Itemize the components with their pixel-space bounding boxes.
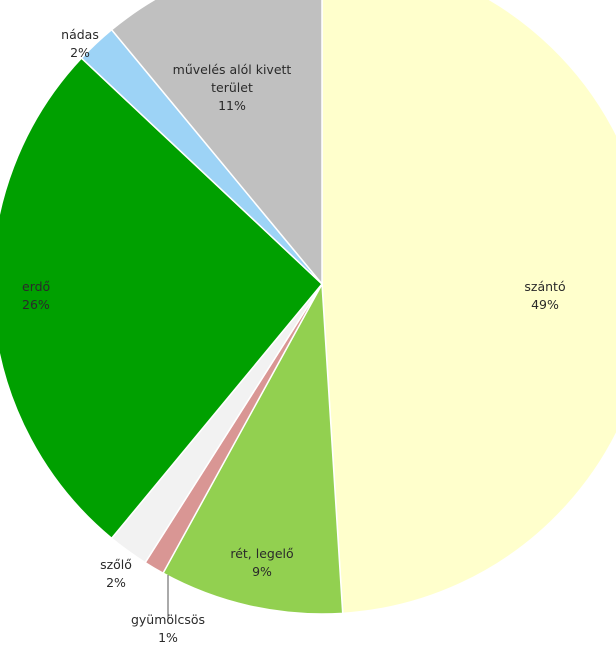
slice-label-line-3-0: szőlő: [100, 557, 132, 572]
slice-label-4: erdő 26%: [22, 279, 50, 312]
slice-label-1: rét, legelő 9%: [230, 546, 293, 579]
pie-slice-0: [321, 0, 616, 615]
slice-label-line-4-1: 26%: [22, 297, 50, 312]
pie-slice-1: [162, 281, 344, 615]
slice-label-line-2-1: 1%: [158, 630, 178, 645]
slice-label-line-1-0: rét, legelő: [230, 546, 293, 561]
slice-label-line-4-0: erdő: [22, 279, 50, 294]
slice-label-line-6-1: terület: [211, 80, 253, 95]
slice-label-6: művelés alól kivett terület 11%: [173, 62, 292, 113]
slice-label-line-5-0: nádas: [61, 27, 99, 42]
slice-label-5: nádas 2%: [61, 27, 99, 60]
slice-label-line-5-1: 2%: [70, 45, 90, 60]
slice-label-line-0-1: 49%: [531, 297, 559, 312]
pie-slices: [0, 0, 616, 615]
pie-slice-4: [0, 57, 324, 540]
slice-labels: szántó 49% rét, legelő 9% gyümölcsös 1% szőlő 2…: [22, 27, 566, 645]
slice-label-line-6-0: művelés alól kivett: [173, 62, 292, 77]
slice-label-2: gyümölcsös 1%: [131, 612, 205, 645]
slice-label-line-1-1: 9%: [252, 564, 272, 579]
slice-label-line-6-2: 11%: [218, 98, 246, 113]
slice-label-line-2-0: gyümölcsös: [131, 612, 205, 627]
slice-label-3: szőlő 2%: [100, 557, 132, 590]
slice-label-line-3-1: 2%: [106, 575, 126, 590]
slice-label-line-0-0: szántó: [524, 279, 565, 294]
slice-label-0: szántó 49%: [524, 279, 565, 312]
pie-slice-6: [110, 0, 323, 287]
